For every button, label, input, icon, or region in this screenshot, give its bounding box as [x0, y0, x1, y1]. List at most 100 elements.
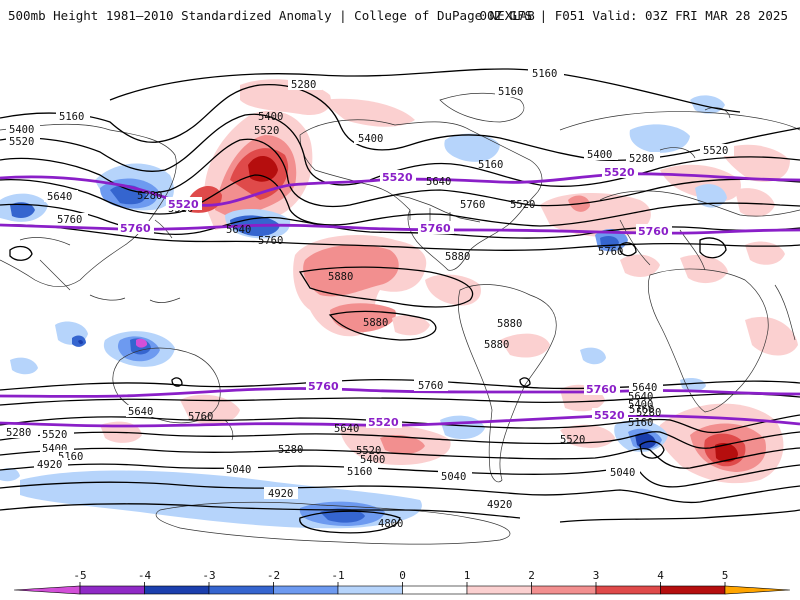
clim-label: 5760 [120, 222, 151, 235]
contour-label: 5640 [632, 382, 657, 394]
contour-label: 5280 [137, 190, 162, 202]
contour-label: 5160 [347, 466, 372, 478]
contour-label: 5520 [9, 136, 34, 148]
colorbar-tick-label: 0 [399, 569, 406, 582]
colorbar-swatch [79, 585, 145, 595]
contour-label: 5280 [636, 407, 661, 419]
contour-label: 5520 [560, 434, 585, 446]
colorbar-tick-label: -1 [331, 569, 344, 582]
colorbar-tick-label: -3 [202, 569, 215, 582]
height-contours [0, 68, 800, 534]
contour-label: 5520 [703, 145, 728, 157]
colorbar-arrow-high [724, 585, 791, 595]
anomaly-map[interactable]: 5160 5280 5160 5400 5520 5400 5520 5640 … [0, 40, 800, 559]
contour-label: 5880 [484, 339, 509, 351]
anomaly-shading [0, 79, 798, 529]
colorbar-svg: -5 -4 -3 -2 -1 0 1 2 3 4 5 [13, 569, 791, 595]
colorbar-swatch [595, 585, 661, 595]
colorbar-tick-label: 4 [657, 569, 664, 582]
contour-label: 5760 [188, 411, 213, 423]
colorbar: -5 -4 -3 -2 -1 0 1 2 3 4 5 [0, 559, 800, 600]
contour-label: 5280 [6, 427, 31, 439]
contour-label: 5640 [334, 423, 359, 435]
colorbar-swatch [208, 585, 274, 595]
contour-label: 5040 [610, 467, 635, 479]
africa-outline [647, 268, 769, 413]
contour-label: 5640 [628, 391, 653, 403]
contour-label: 5160 [628, 417, 653, 429]
contour-label: 5760 [629, 404, 654, 416]
contour-label: 5400 [258, 111, 283, 123]
colorbar-tick-label: 2 [528, 569, 535, 582]
contour-label: 5280 [278, 444, 303, 456]
contour-label: 5280 [629, 153, 654, 165]
height-contour-labels: 5160 5280 5160 5400 5520 5400 5520 5640 … [4, 67, 734, 530]
colorbar-swatch [144, 585, 210, 595]
contour-label: 5520 [42, 429, 67, 441]
contour-label: 5640 [226, 224, 251, 236]
contour-label: 4920 [37, 459, 62, 471]
australia-outline [112, 347, 221, 424]
clim-label: 5520 [594, 409, 625, 422]
contour-label: 5640 [426, 176, 451, 188]
contour-label: 5400 [360, 454, 385, 466]
colorbar-tick-label: -5 [73, 569, 86, 582]
clim-label: 5520 [368, 416, 399, 429]
colorbar-arrow-low [13, 585, 81, 595]
model-run-info: 00Z GFS | F051 Valid: 03Z FRI MAR 28 202… [479, 8, 788, 23]
north-america-outline [299, 119, 543, 271]
contour-label: 5160 [59, 111, 84, 123]
colorbar-swatch [466, 585, 532, 595]
header: 500mb Height 1981–2010 Standardized Anom… [0, 0, 800, 40]
contour-label: 5760 [598, 246, 623, 258]
contour-label: 5400 [587, 149, 612, 161]
eurasia-outline [0, 111, 800, 288]
contour-label: 5520 [356, 445, 381, 457]
contour-label: 5640 [47, 191, 72, 203]
contour-label: 5760 [418, 380, 443, 392]
contour-label: 5880 [445, 251, 470, 263]
clim-label: 5760 [586, 383, 617, 396]
contour-label: 5400 [358, 133, 383, 145]
contour-label: 5040 [441, 471, 466, 483]
clim-label: 5760 [308, 380, 339, 393]
contour-label: 5520 [254, 125, 279, 137]
colorbar-tick-label: 1 [464, 569, 471, 582]
map-title: 500mb Height 1981–2010 Standardized Anom… [8, 8, 535, 23]
clim-label: 5760 [420, 222, 451, 235]
contour-label: 5160 [532, 68, 557, 80]
antarctica-outline [155, 501, 511, 545]
colorbar-swatch [402, 585, 468, 595]
colorbar-swatch [273, 585, 339, 595]
contour-label: 5280 [291, 79, 316, 91]
colorbar-swatches [13, 585, 791, 595]
contour-label: 5160 [498, 86, 523, 98]
contour-label: 5640 [128, 406, 153, 418]
contour-label: 4920 [487, 499, 512, 511]
clim-label: 5520 [604, 166, 635, 179]
clim-label: 5760 [638, 225, 669, 238]
contour-label: 5760 [57, 214, 82, 226]
contour-label: 5880 [497, 318, 522, 330]
colorbar-tick-label: 3 [593, 569, 600, 582]
contour-label: 5760 [258, 235, 283, 247]
contour-label: 4920 [268, 488, 293, 500]
map-panel[interactable]: 5160 5280 5160 5400 5520 5400 5520 5640 … [0, 40, 800, 559]
contour-label: 5040 [226, 464, 251, 476]
colorbar-swatch [660, 585, 726, 595]
climatology-contour-labels: 5520 5760 5520 5760 5520 5760 5760 5520 … [118, 165, 672, 429]
contour-label: 5880 [328, 271, 353, 283]
colorbar-swatch [337, 585, 403, 595]
contour-label: 5760 [460, 199, 485, 211]
colorbar-tick-label: -2 [267, 569, 280, 582]
contour-label: 5880 [363, 317, 388, 329]
contour-label: 5520 [510, 199, 535, 211]
contour-label: 5400 [9, 124, 34, 136]
colorbar-ticks: -5 -4 -3 -2 -1 0 1 2 3 4 5 [73, 569, 728, 586]
contour-label: 4800 [378, 518, 403, 530]
contour-label: 5400 [628, 399, 653, 411]
contour-label: 5160 [478, 159, 503, 171]
clim-label: 5520 [168, 198, 199, 211]
colorbar-tick-label: -4 [138, 569, 152, 582]
climatology-contours [0, 172, 800, 428]
